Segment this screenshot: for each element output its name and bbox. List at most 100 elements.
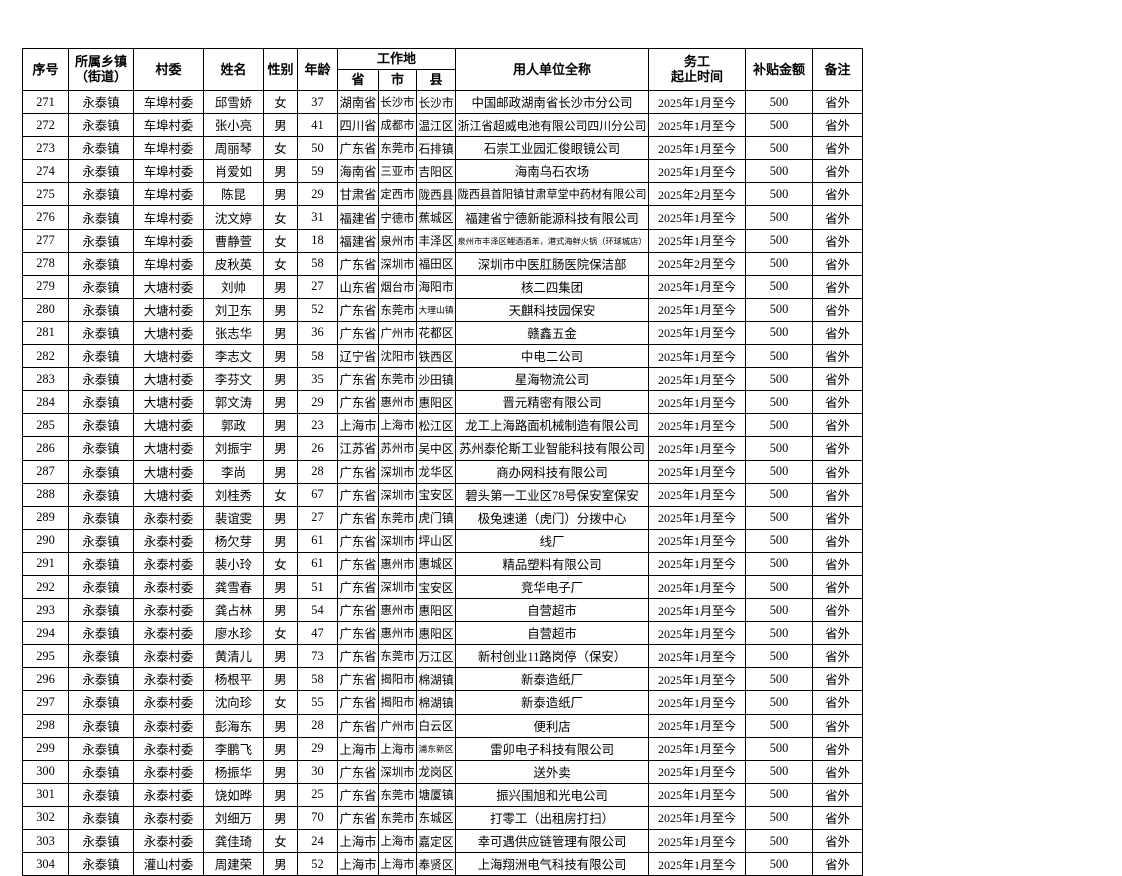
cell-town: 永泰镇 bbox=[68, 251, 134, 276]
cell-name: 曹静萱 bbox=[203, 228, 264, 253]
cell-village: 车埠村委 bbox=[133, 89, 204, 115]
cell-remark: 省外 bbox=[812, 482, 864, 507]
cell-name: 廖水珍 bbox=[203, 621, 264, 646]
table-row: 279 永泰镇 大塘村委 刘帅男 27 山东省 烟台市 海阳市 核二四集团 2025年1月至今 50… bbox=[22, 274, 864, 299]
cell-age: 52 bbox=[297, 297, 338, 322]
cell-county: 宝安区 bbox=[415, 482, 457, 507]
header-county: 县 bbox=[415, 69, 457, 91]
cell-remark: 省外 bbox=[812, 344, 864, 369]
cell-period: 2025年1月至今 bbox=[648, 113, 747, 138]
cell-seq: 285 bbox=[22, 413, 69, 438]
cell-period: 2025年1月至今 bbox=[648, 459, 747, 484]
cell-province: 广东省 bbox=[337, 297, 379, 322]
cell-name: 裴小玲 bbox=[203, 551, 264, 576]
cell-village: 大塘村委 bbox=[133, 459, 204, 484]
cell-name: 沈向珍 bbox=[203, 690, 264, 715]
cell-province: 广东省 bbox=[337, 505, 379, 530]
cell-county: 棉湖镇 bbox=[415, 667, 457, 692]
cell-city: 东莞市 bbox=[378, 644, 417, 669]
cell-name: 杨欠芽 bbox=[203, 528, 264, 553]
cell-county: 惠阳区 bbox=[415, 598, 457, 623]
cell-amount: 500 bbox=[745, 113, 814, 138]
cell-gender: 男 bbox=[263, 644, 298, 669]
cell-county: 石排镇 bbox=[415, 136, 457, 161]
cell-gender: 男 bbox=[263, 667, 298, 692]
cell-town: 永泰镇 bbox=[68, 274, 134, 299]
cell-age: 28 bbox=[297, 713, 338, 738]
cell-province: 广东省 bbox=[337, 644, 379, 669]
cell-remark: 省外 bbox=[812, 852, 864, 876]
cell-name: 刘卫东 bbox=[203, 297, 264, 322]
cell-town: 永泰镇 bbox=[68, 297, 134, 322]
cell-city: 上海市 bbox=[378, 413, 417, 438]
cell-employer: 竞华电子厂 bbox=[455, 574, 650, 600]
cell-amount: 500 bbox=[745, 828, 814, 854]
cell-town: 永泰镇 bbox=[68, 320, 134, 346]
cell-period: 2025年2月至今 bbox=[648, 182, 747, 207]
cell-period: 2025年1月至今 bbox=[648, 344, 747, 369]
cell-amount: 500 bbox=[745, 621, 814, 646]
cell-period: 2025年1月至今 bbox=[648, 136, 747, 161]
cell-village: 永泰村委 bbox=[133, 667, 204, 692]
cell-gender: 男 bbox=[263, 413, 298, 438]
cell-employer: 赣鑫五金 bbox=[455, 320, 650, 346]
cell-village: 永泰村委 bbox=[133, 782, 204, 807]
cell-province: 广东省 bbox=[337, 251, 379, 276]
cell-city: 泉州市 bbox=[378, 228, 417, 253]
cell-county: 棉湖镇 bbox=[415, 690, 457, 715]
table-row: 271 永泰镇 车埠村委 邱雪娇女 37 湖南省 长沙市 长沙市 中国邮政湖南省长沙市分公司 20… bbox=[22, 89, 864, 115]
table-row: 303 永泰镇 永泰村委 龚佳琦女 24 上海市 上海市 嘉定区 幸可遇供应链管理有限公司 202… bbox=[22, 828, 864, 854]
cell-period: 2025年1月至今 bbox=[648, 621, 747, 646]
cell-county: 惠阳区 bbox=[415, 621, 457, 646]
cell-name: 李尚 bbox=[203, 459, 264, 484]
cell-village: 永泰村委 bbox=[133, 828, 204, 854]
cell-city: 深圳市 bbox=[378, 574, 417, 600]
cell-age: 26 bbox=[297, 436, 338, 461]
table-row: 274 永泰镇 车埠村委 肖爱如男 59 海南省 三亚市 吉阳区 海南乌石农场 2025年1月至今… bbox=[22, 159, 864, 184]
cell-province: 广东省 bbox=[337, 759, 379, 784]
header-town-line2: （街道） bbox=[74, 68, 127, 84]
cell-remark: 省外 bbox=[812, 528, 864, 553]
cell-seq: 292 bbox=[22, 574, 69, 600]
cell-employer: 新泰造纸厂 bbox=[455, 690, 650, 715]
cell-city: 揭阳市 bbox=[378, 667, 417, 692]
cell-employer: 幸可遇供应链管理有限公司 bbox=[455, 828, 650, 854]
cell-city: 深圳市 bbox=[378, 482, 417, 507]
cell-remark: 省外 bbox=[812, 551, 864, 576]
cell-village: 永泰村委 bbox=[133, 505, 204, 530]
cell-amount: 500 bbox=[745, 736, 814, 761]
cell-age: 70 bbox=[297, 805, 338, 831]
cell-seq: 279 bbox=[22, 274, 69, 299]
cell-name: 肖爱如 bbox=[203, 159, 264, 184]
cell-period: 2025年1月至今 bbox=[648, 805, 747, 831]
cell-province: 上海市 bbox=[337, 852, 379, 876]
cell-county: 东城区 bbox=[415, 805, 457, 831]
cell-town: 永泰镇 bbox=[68, 598, 134, 623]
cell-period: 2025年1月至今 bbox=[648, 551, 747, 576]
cell-gender: 女 bbox=[263, 551, 298, 576]
cell-age: 54 bbox=[297, 598, 338, 623]
cell-province: 福建省 bbox=[337, 228, 379, 253]
cell-remark: 省外 bbox=[812, 159, 864, 184]
cell-seq: 281 bbox=[22, 320, 69, 346]
cell-town: 永泰镇 bbox=[68, 759, 134, 784]
cell-gender: 女 bbox=[263, 828, 298, 854]
cell-remark: 省外 bbox=[812, 644, 864, 669]
cell-period: 2025年1月至今 bbox=[648, 644, 747, 669]
table-row: 295 永泰镇 永泰村委 黄清儿男 73 广东省 东莞市 万江区 新村创业11路岗停（保安） 20… bbox=[22, 644, 864, 669]
cell-name: 张小亮 bbox=[203, 113, 264, 138]
cell-province: 广东省 bbox=[337, 459, 379, 484]
table-body: 271 永泰镇 车埠村委 邱雪娇女 37 湖南省 长沙市 长沙市 中国邮政湖南省长沙市分公司 20… bbox=[22, 89, 864, 876]
cell-town: 永泰镇 bbox=[68, 113, 134, 138]
table-row: 299 永泰镇 永泰村委 李鹏飞男 29 上海市 上海市 浦东新区 雷卯电子科技有限公司 2025… bbox=[22, 736, 864, 761]
cell-town: 永泰镇 bbox=[68, 182, 134, 207]
cell-amount: 500 bbox=[745, 413, 814, 438]
cell-town: 永泰镇 bbox=[68, 159, 134, 184]
cell-remark: 省外 bbox=[812, 297, 864, 322]
cell-period: 2025年1月至今 bbox=[648, 574, 747, 600]
header-period-line1: 务工 bbox=[684, 53, 711, 69]
table-row: 273 永泰镇 车埠村委 周丽琴女 50 广东省 东莞市 石排镇 石崇工业园汇俊眼镜公司 2025… bbox=[22, 136, 864, 161]
cell-employer: 送外卖 bbox=[455, 759, 650, 784]
cell-period: 2025年1月至今 bbox=[648, 713, 747, 738]
cell-name: 龚雪春 bbox=[203, 574, 264, 600]
